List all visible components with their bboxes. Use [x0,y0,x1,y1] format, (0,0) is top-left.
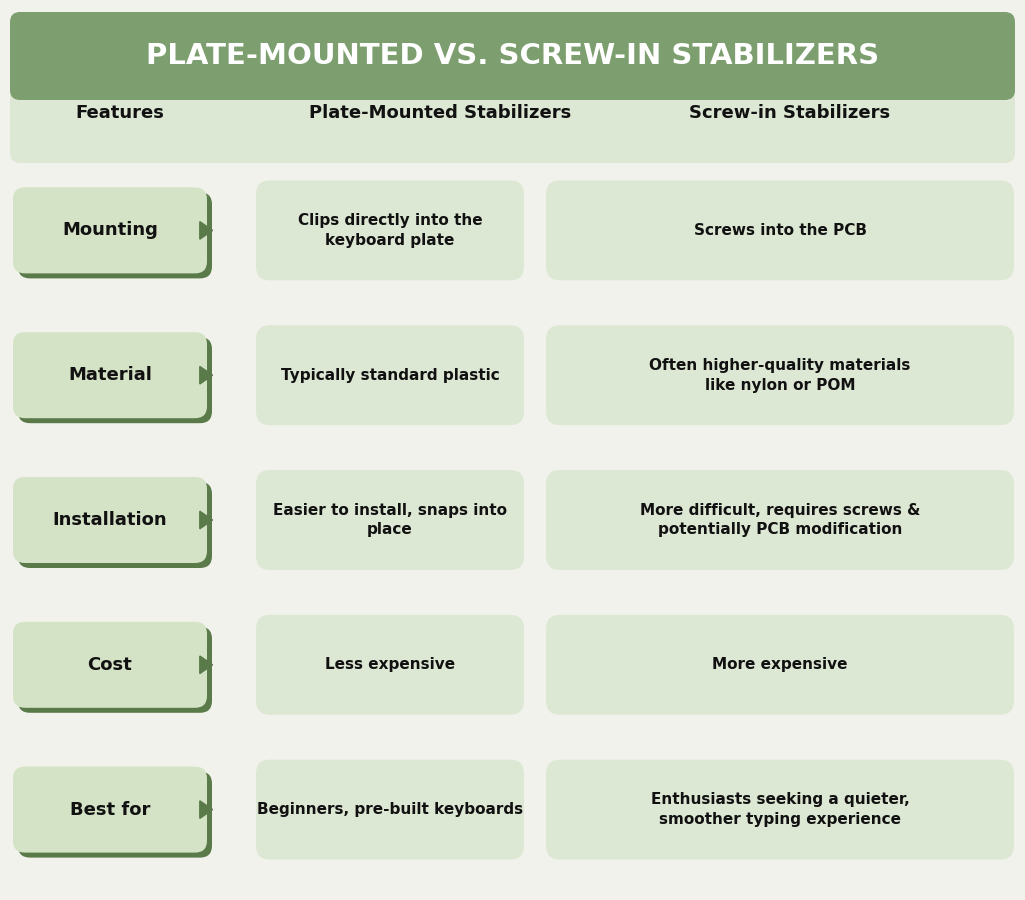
Text: Enthusiasts seeking a quieter,
smoother typing experience: Enthusiasts seeking a quieter, smoother … [651,792,909,827]
Text: Less expensive: Less expensive [325,657,455,672]
Text: More difficult, requires screws &
potentially PCB modification: More difficult, requires screws & potent… [640,502,920,537]
FancyBboxPatch shape [546,325,1014,425]
Text: Material: Material [68,366,152,384]
Text: Beginners, pre-built keyboards: Beginners, pre-built keyboards [257,802,523,817]
FancyBboxPatch shape [546,470,1014,570]
Text: Mounting: Mounting [63,221,158,239]
Text: Typically standard plastic: Typically standard plastic [281,368,499,382]
Text: Screws into the PCB: Screws into the PCB [694,223,866,238]
Text: Plate-Mounted Stabilizers: Plate-Mounted Stabilizers [309,104,571,122]
Text: PLATE-MOUNTED VS. SCREW-IN STABILIZERS: PLATE-MOUNTED VS. SCREW-IN STABILIZERS [146,42,879,70]
FancyBboxPatch shape [256,180,524,281]
FancyBboxPatch shape [546,180,1014,281]
Polygon shape [200,221,212,239]
Text: Best for: Best for [70,801,151,819]
Text: Easier to install, snaps into
place: Easier to install, snaps into place [273,502,507,537]
Polygon shape [200,511,212,529]
FancyBboxPatch shape [13,187,207,274]
FancyBboxPatch shape [10,58,1015,163]
FancyBboxPatch shape [10,12,1015,100]
FancyBboxPatch shape [18,771,212,858]
FancyBboxPatch shape [18,338,212,423]
FancyBboxPatch shape [13,332,207,419]
FancyBboxPatch shape [18,482,212,568]
Text: Clips directly into the
keyboard plate: Clips directly into the keyboard plate [297,213,483,248]
FancyBboxPatch shape [18,626,212,713]
FancyBboxPatch shape [256,470,524,570]
FancyBboxPatch shape [13,622,207,707]
FancyBboxPatch shape [18,193,212,278]
FancyBboxPatch shape [546,615,1014,715]
Text: Features: Features [76,104,164,122]
Polygon shape [200,801,212,818]
Text: Cost: Cost [87,656,132,674]
FancyBboxPatch shape [256,615,524,715]
FancyBboxPatch shape [256,325,524,425]
Text: Screw-in Stabilizers: Screw-in Stabilizers [690,104,891,122]
Polygon shape [200,656,212,673]
Text: Often higher-quality materials
like nylon or POM: Often higher-quality materials like nylo… [649,358,910,392]
FancyBboxPatch shape [256,760,524,860]
Text: More expensive: More expensive [712,657,848,672]
Polygon shape [200,366,212,384]
FancyBboxPatch shape [13,477,207,563]
FancyBboxPatch shape [546,760,1014,860]
Text: Installation: Installation [52,511,167,529]
FancyBboxPatch shape [13,767,207,852]
